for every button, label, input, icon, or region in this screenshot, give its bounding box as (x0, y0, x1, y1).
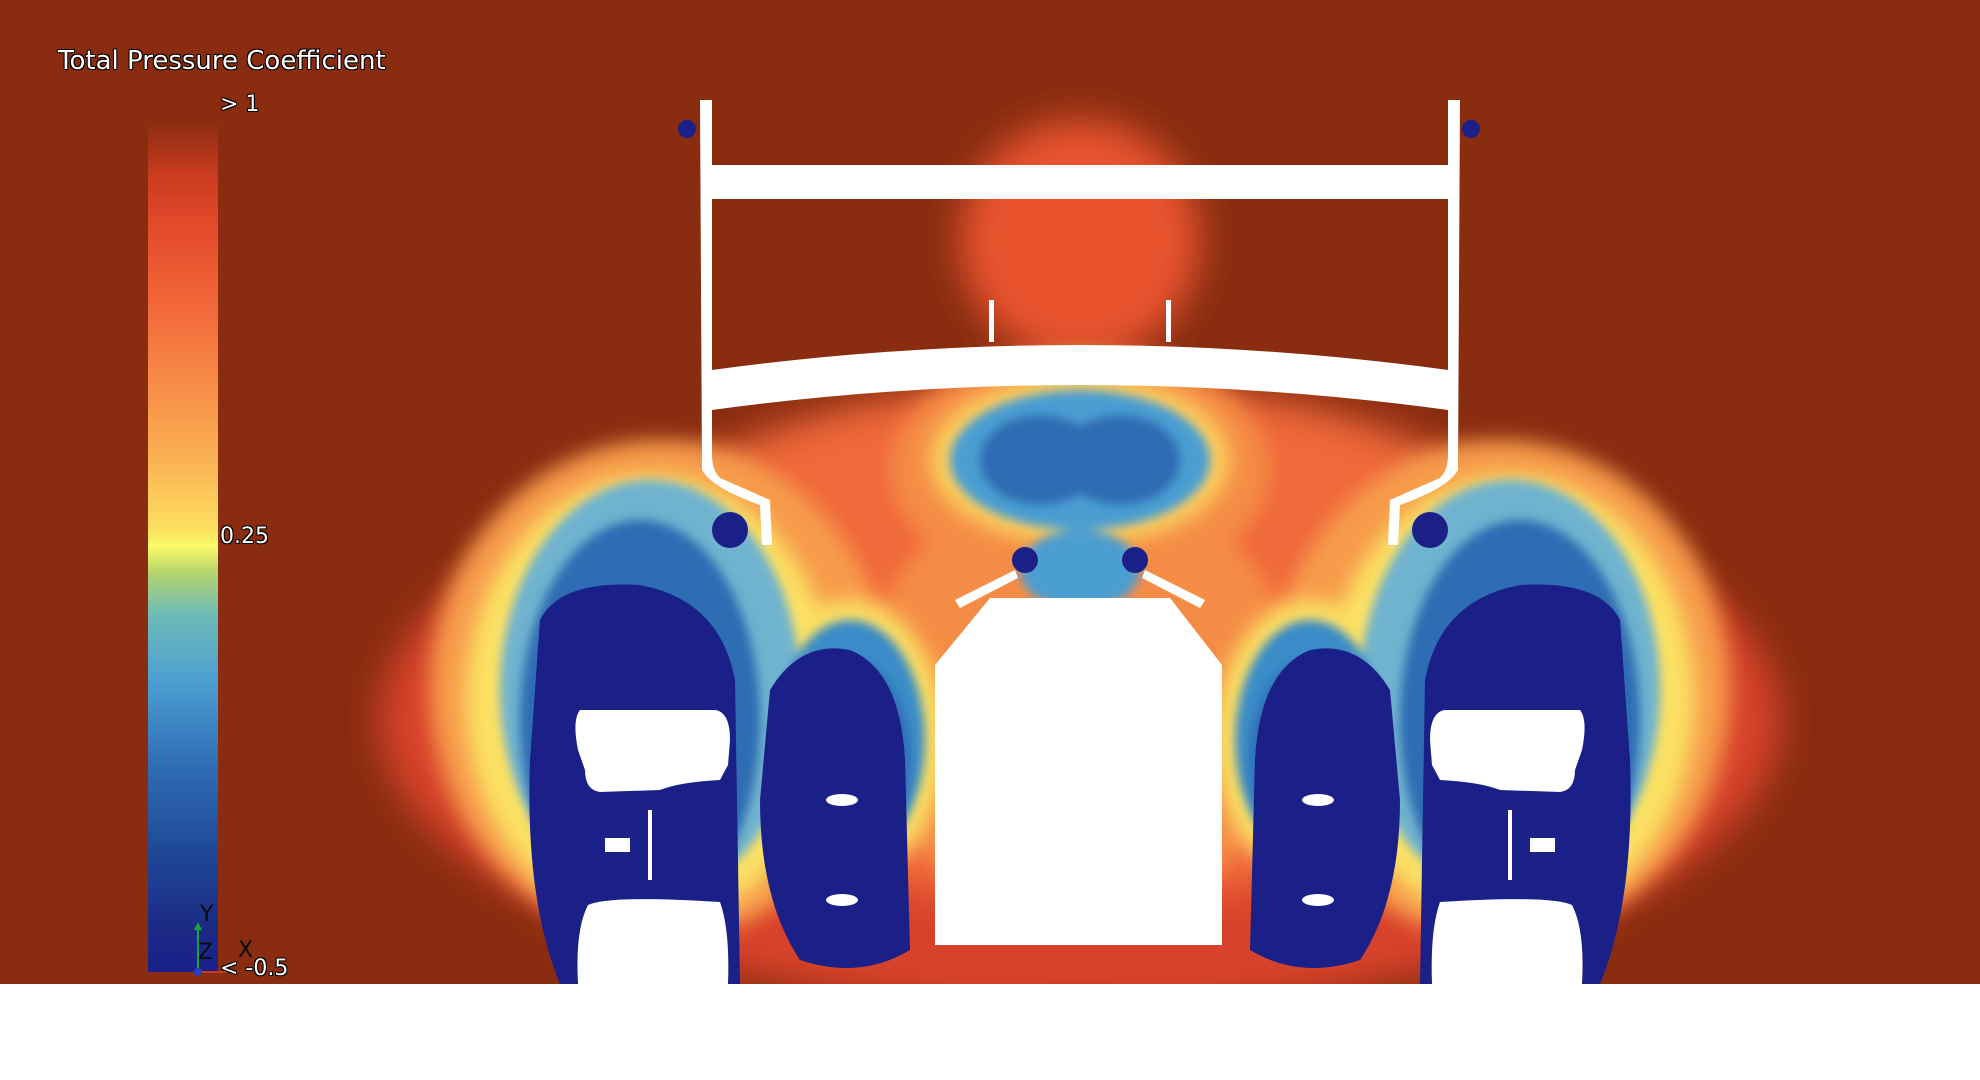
legend-min-label: < -0.5 (220, 956, 289, 981)
legend-max-label: > 1 (220, 92, 260, 117)
render-viewport[interactable]: Total Pressure Coefficient > 1 0.25 < -0… (0, 0, 1980, 984)
axis-y-label: Y (200, 902, 214, 927)
legend-title: Total Pressure Coefficient (58, 46, 386, 76)
axis-z-label: Z (198, 940, 214, 965)
axes-triad-icon (194, 922, 226, 976)
color-scale-bar (148, 120, 218, 972)
axis-x-label: X (238, 938, 254, 963)
legend-mid-label: 0.25 (220, 524, 269, 549)
pressure-field-render (380, 100, 1780, 984)
car-geometry (575, 100, 1585, 984)
orientation-axes: Y Z X (186, 900, 256, 980)
